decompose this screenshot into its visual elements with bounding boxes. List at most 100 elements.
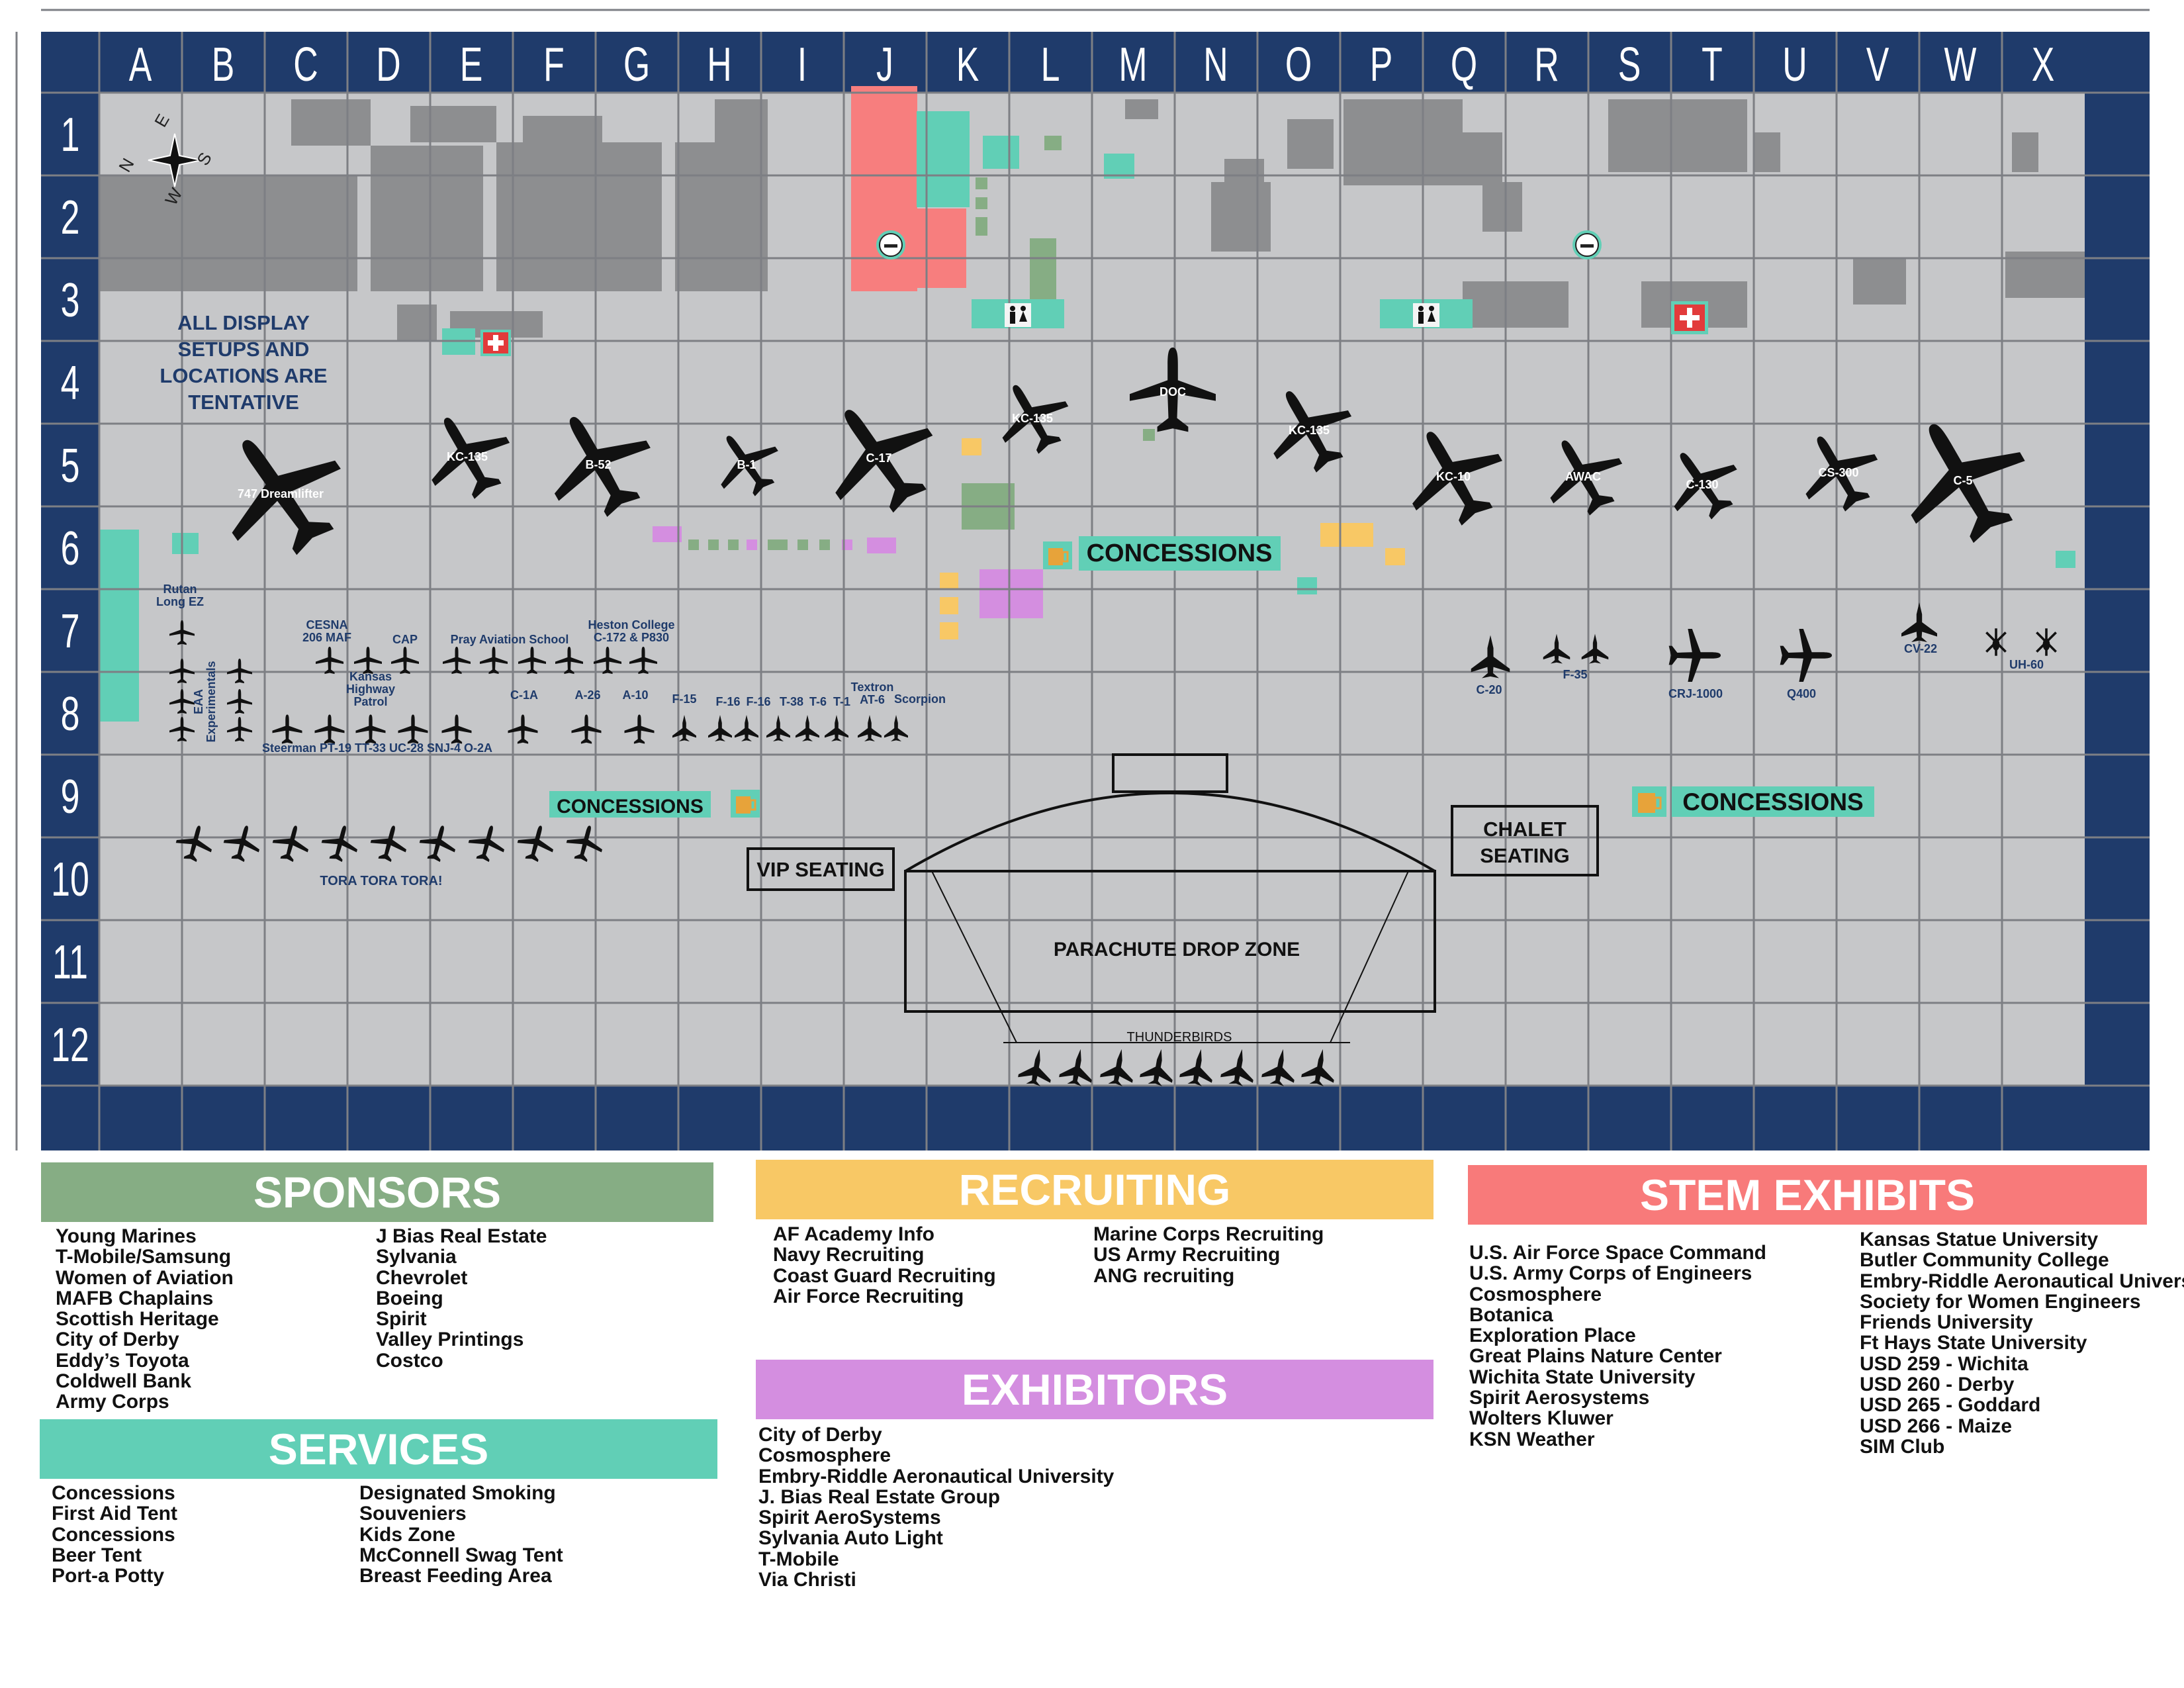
stem-item: Society for Women Engineers	[1860, 1290, 2141, 1313]
service-item: Designated Smoking	[359, 1482, 556, 1504]
aircraft-small-label-line: Scorpion	[894, 692, 946, 706]
stem-item: USD 260 - Derby	[1860, 1374, 2015, 1396]
sponsor-item: Eddy’s Toyota	[56, 1349, 189, 1372]
smoking-area-icon	[876, 230, 905, 259]
stem-item: Wolters Kluwer	[1469, 1407, 1614, 1430]
aircraft-small-label: C-20	[1476, 683, 1502, 696]
restroom-icon	[1005, 303, 1031, 327]
aircraft-small-label-line: F-15	[672, 692, 696, 706]
grid-column-label: J	[876, 38, 893, 91]
recruiting-item: Coast Guard Recruiting	[773, 1264, 996, 1287]
aircraft-small-label: CV-22	[1904, 642, 1937, 655]
recruiting-list-2: Marine Corps Recruiting US Army Recruitin…	[1093, 1224, 1324, 1286]
sponsor-item: Spirit	[376, 1308, 427, 1331]
aircraft-small-label: EAA Experimentals	[192, 661, 218, 742]
svg-text:PARACHUTE DROP ZONE: PARACHUTE DROP ZONE	[1054, 939, 1300, 961]
sponsor-item: Coldwell Bank	[56, 1370, 192, 1393]
grid-row-label: 4	[61, 357, 80, 410]
aircraft-small-label-line: Pray Aviation School	[451, 633, 569, 646]
first-aid-cross-icon	[480, 330, 511, 356]
stem-item: Friends University	[1860, 1311, 2033, 1334]
recruiting-item: ANG recruiting	[1093, 1264, 1235, 1287]
service-item: Concessions	[52, 1523, 175, 1546]
services-list-1: Concessions First Aid Tent Concessions Beer…	[52, 1483, 177, 1587]
aircraft-small-label: Q400	[1787, 687, 1816, 700]
aircraft-small-label-line: T-38	[780, 695, 803, 708]
svg-text:CONCESSIONS: CONCESSIONS	[1087, 539, 1273, 567]
aircraft-small-label-line: Q400	[1787, 687, 1816, 700]
aircraft-layer: 747 Dreamlifter KC-135 B-52 B-1 C-17 KC-135 DO…	[169, 348, 2057, 1088]
service-item: Kids Zone	[359, 1523, 456, 1546]
grid-row-label: 12	[51, 1019, 89, 1072]
concessions-sign: CONCESSIONS	[1043, 536, 1281, 571]
grid-column-label: R	[1534, 38, 1559, 91]
aircraft-small-label-line: Heston College	[588, 618, 674, 632]
stem-item: Embry-Riddle Aeronautical University	[1860, 1270, 2184, 1292]
grid-column-label: X	[2032, 38, 2055, 91]
sponsor-item: MAFB Chaplains	[56, 1287, 214, 1309]
sponsor-item: T-Mobile/Samsung	[56, 1246, 232, 1268]
grid-column-label: I	[797, 38, 807, 91]
aircraft-label: DOC	[1160, 385, 1186, 399]
grid-column-label: A	[129, 38, 152, 91]
exhibitors-panel: EXHIBITORS	[756, 1360, 1433, 1419]
grid-column-label: D	[376, 38, 400, 91]
exhibitors-list: City of Derby Cosmosphere Embry-Riddle Aer…	[758, 1424, 1114, 1591]
aircraft-small-label-line: Kansas	[349, 670, 392, 683]
aircraft-small-label-line: T-1	[833, 695, 850, 708]
recruiting-item: Marine Corps Recruiting	[1093, 1223, 1324, 1245]
svg-text:SETUPS AND: SETUPS AND	[178, 338, 310, 361]
chalet-seating-box: CHALET SEATING	[1451, 805, 1599, 876]
smoking-area-icon	[1572, 230, 1602, 259]
grid-row-label: 6	[61, 522, 80, 575]
grid-column-label: Q	[1451, 38, 1477, 91]
aircraft-small-label: A-26	[574, 688, 600, 702]
service-item: Souveniers	[359, 1503, 467, 1525]
aircraft-label: KC-135	[1012, 412, 1053, 425]
aircraft-small-label-line: Highway	[346, 682, 395, 696]
recruiting-title: RECRUITING	[756, 1160, 1433, 1219]
aircraft-small-label: CAP	[392, 633, 418, 646]
exhibitor-item: City of Derby	[758, 1424, 882, 1446]
grid-column-label: F	[543, 38, 565, 91]
recruiting-list-1: AF Academy Info Navy Recruiting Coast Guar…	[773, 1224, 996, 1307]
exhibitor-item: Cosmosphere	[758, 1444, 891, 1467]
grid-row-label: 9	[61, 771, 80, 823]
sponsor-item: City of Derby	[56, 1329, 179, 1351]
stem-item: Spirit Aerosystems	[1469, 1387, 1650, 1409]
grid-column-label: U	[1782, 38, 1807, 91]
aircraft-label: B-52	[585, 458, 611, 471]
service-item: First Aid Tent	[52, 1503, 177, 1525]
aircraft-label: AWAC	[1565, 470, 1601, 483]
grid-row-label: 3	[61, 274, 80, 327]
aircraft-small-label-line: A-10	[622, 688, 648, 702]
aircraft-small-label: C-1A	[510, 688, 538, 702]
stem-panel: STEM EXHIBITS	[1468, 1165, 2147, 1225]
vip-seating-box: VIP SEATING	[747, 847, 895, 891]
stem-item: KSN Weather	[1469, 1428, 1595, 1450]
grid-column-label: O	[1285, 38, 1312, 91]
svg-text:TENTATIVE: TENTATIVE	[188, 391, 299, 414]
aircraft-small-label-line: F-16	[715, 695, 740, 708]
sponsor-item: Sylvania	[376, 1246, 457, 1268]
grid-row-label: 2	[61, 191, 80, 244]
service-item: Breast Feeding Area	[359, 1565, 552, 1587]
stem-item: Great Plains Nature Center	[1469, 1345, 1722, 1368]
aircraft-small-label: A-10	[622, 688, 648, 702]
grid-column-label: L	[1041, 38, 1060, 91]
grid-row-label: 7	[61, 605, 80, 658]
aircraft-small-label-line: A-26	[574, 688, 600, 702]
stem-item: Kansas Statue University	[1860, 1229, 2099, 1250]
aircraft-label: B-1	[737, 458, 756, 471]
aircraft-small-label-line: Textron	[851, 680, 894, 694]
aircraft-small-label-line: 206 MAF	[302, 631, 351, 644]
concessions-sign: CONCESSIONS	[1632, 786, 1874, 817]
sponsor-item: Army Corps	[56, 1391, 169, 1413]
svg-text:CONCESSIONS: CONCESSIONS	[1682, 788, 1863, 816]
sponsor-item: Chevrolet	[376, 1266, 468, 1289]
aircraft-label: KC-10	[1436, 470, 1471, 483]
